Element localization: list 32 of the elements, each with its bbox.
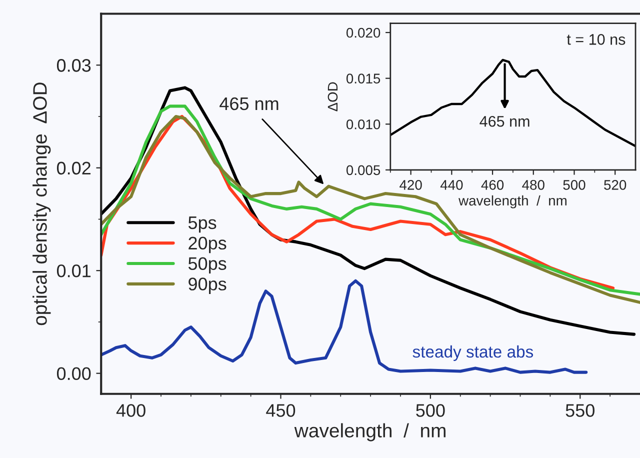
y-tick-label: 0.00	[56, 367, 91, 380]
x-tick-label: 420	[400, 180, 422, 190]
annotation: 465 nm	[480, 116, 530, 127]
y-tick-label: 0.005	[346, 165, 380, 176]
y-tick-label: 0.020	[346, 28, 380, 38]
legend-label: 50ps	[188, 257, 226, 274]
y-tick-label: 0.01	[56, 264, 91, 278]
annotation: t = 10 ns	[566, 34, 626, 45]
x-tick-label: 460	[481, 180, 504, 190]
legend-label: 20ps	[188, 236, 226, 254]
annotation: 465 nm	[220, 97, 278, 110]
legend-label: 90ps	[188, 278, 226, 294]
y-tick-label: 0.015	[346, 74, 380, 84]
line-series	[101, 279, 588, 374]
y-tick-label: 0.010	[346, 119, 380, 130]
x-tick-label: 450	[266, 404, 296, 417]
line-series	[390, 58, 636, 148]
y-tick-label: 0.02	[56, 162, 90, 175]
legend-label: 5ps	[188, 216, 216, 233]
x-tick-label: 520	[604, 180, 626, 190]
x-tick-label: 440	[440, 180, 463, 190]
y-axis-title: optical density change ΔOD	[32, 82, 51, 326]
x-axis-title: wavelength / nm	[458, 195, 566, 208]
x-tick-label: 550	[566, 404, 594, 417]
x-tick-label: 500	[563, 180, 586, 190]
y-tick-label: 0.03	[56, 59, 91, 72]
y-axis-title: ΔOD	[328, 82, 338, 112]
x-tick-label: 400	[116, 404, 146, 417]
x-tick-label: 500	[416, 404, 445, 417]
x-tick-label: 480	[522, 180, 544, 190]
annotation: steady state abs	[412, 345, 534, 361]
x-axis-title: wavelength / nm	[294, 423, 446, 442]
